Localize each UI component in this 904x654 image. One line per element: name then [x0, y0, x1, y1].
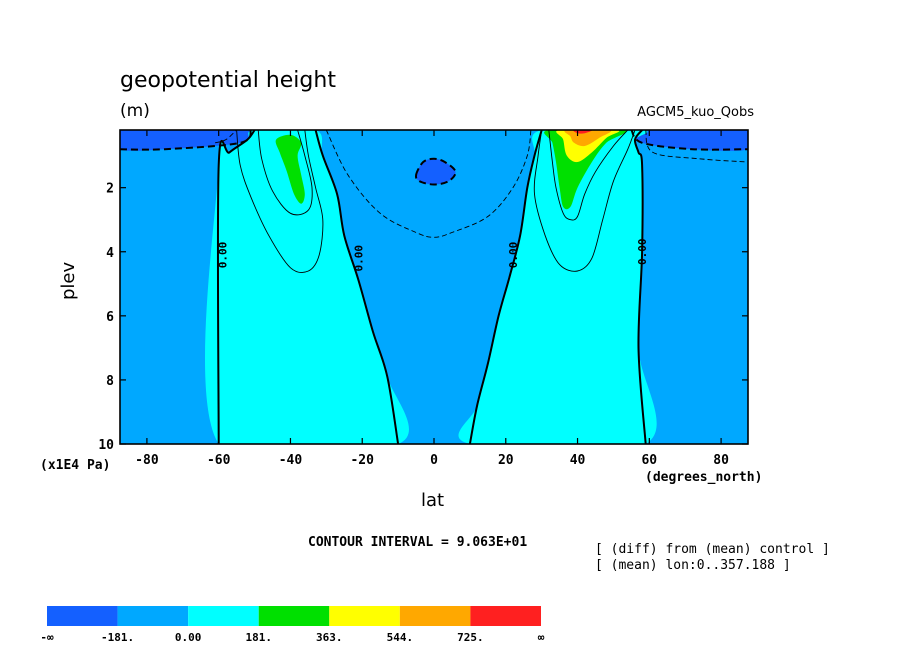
contour-labels: 0.00 0.00 0.00 0.00: [216, 239, 649, 272]
run-name: AGCM5_kuo_Qobs: [637, 105, 754, 120]
contour-line-2: [468, 130, 543, 444]
contour-line-6: [414, 157, 457, 186]
contour-region-0: [120, 130, 261, 151]
colorbar-label: ∞: [538, 631, 545, 644]
y-axis-exponent: (x1E4 Pa): [40, 458, 111, 473]
colorbar-label: 725.: [457, 631, 484, 644]
diff-note: [ (diff) from (mean) control ]: [595, 542, 830, 557]
colorbar-label: -∞: [40, 631, 54, 644]
y-tick-label: 10: [98, 438, 114, 453]
mean-note: [ (mean) lon:0..357.188 ]: [595, 558, 791, 573]
colorbar-label: 544.: [387, 631, 414, 644]
colorbar-swatch: [188, 606, 259, 626]
contour-label-text: 0.00: [353, 245, 366, 272]
y-axis-label: plev: [58, 261, 79, 300]
contour-interval: CONTOUR INTERVAL = 9.063E+01: [308, 535, 528, 550]
chart-title: geopotential height: [120, 68, 336, 93]
colorbar-label: 181.: [245, 631, 272, 644]
colorbar-swatch: [258, 606, 330, 626]
x-axis-units: (degrees_north): [645, 470, 763, 485]
contour-line-11: [214, 130, 237, 144]
y-tick-label: 2: [106, 182, 114, 197]
contour-region-4: [458, 130, 657, 444]
x-tick-label: -20: [350, 453, 374, 468]
contour-line-7: [236, 130, 324, 273]
y-tick-label: 4: [106, 246, 114, 261]
contour-label-1: 0.00: [353, 245, 366, 272]
contour-line-12: [325, 130, 532, 238]
y-tick-label: 6: [106, 310, 114, 325]
x-axis: -80 -60 -40 -20 0 20 40 60 80: [135, 130, 729, 468]
chart-units: (m): [120, 101, 150, 121]
contour-region-5: [275, 134, 305, 204]
x-tick-label: 80: [713, 453, 729, 468]
colorbar-swatch: [47, 606, 118, 626]
contour-label-text: 0.00: [636, 239, 649, 265]
x-tick-label: 60: [641, 453, 657, 468]
y-axis: 2 4 6 8 10: [98, 182, 748, 453]
contour-label-text: 0.00: [216, 242, 229, 269]
colorbar-label: 0.00: [175, 631, 202, 644]
contour-label-text: 0.00: [507, 242, 520, 269]
contour-region-8: [564, 130, 612, 147]
contour-line-10: [548, 130, 629, 221]
y-tick-label: 8: [106, 374, 114, 389]
x-tick-label: 0: [430, 453, 438, 468]
x-tick-label: 20: [498, 453, 514, 468]
contour-line-1: [314, 130, 400, 444]
contour-line-8: [257, 130, 313, 216]
contour-region-2: [415, 158, 456, 185]
contour-line-0: [216, 130, 256, 444]
contour-label-2: 0.00: [507, 242, 520, 269]
contour-label-0: 0.00: [216, 242, 229, 269]
contour-lines: [120, 130, 748, 444]
contour-line-13: [645, 130, 748, 163]
colorbar-swatch: [117, 606, 189, 626]
contour-region-6: [544, 130, 627, 210]
contour-region-1: [624, 130, 748, 151]
contour-line-9: [533, 130, 636, 272]
x-axis-label: lat: [421, 490, 445, 511]
contour-line-5: [630, 130, 748, 151]
colorbar-swatch: [399, 606, 471, 626]
x-tick-label: -40: [279, 453, 303, 468]
x-tick-label: 40: [570, 453, 586, 468]
x-tick-label: -80: [135, 453, 159, 468]
colorbar-swatch: [470, 606, 541, 626]
x-tick-label: -60: [207, 453, 231, 468]
contour-line-4: [120, 130, 252, 151]
contour-line-3: [633, 130, 647, 444]
colorbar-label: -181.: [101, 631, 134, 644]
colorbar-label: 363.: [316, 631, 343, 644]
colorbar-swatch: [329, 606, 400, 626]
colorbar: -∞ -181. 0.00 181. 363. 544. 725. ∞: [40, 606, 545, 644]
contour-label-3: 0.00: [636, 239, 649, 265]
filled-contours: [120, 130, 748, 444]
